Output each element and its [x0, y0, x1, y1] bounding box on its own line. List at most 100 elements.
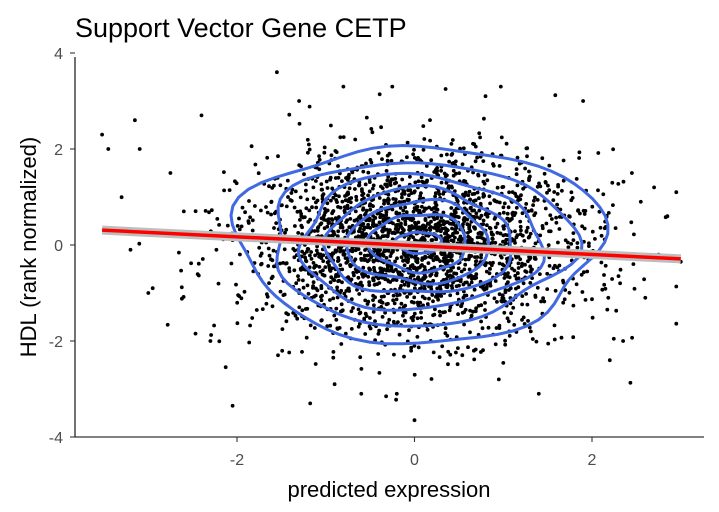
data-point	[322, 273, 327, 278]
data-point	[388, 180, 392, 185]
data-point	[298, 195, 303, 200]
data-point	[237, 216, 241, 221]
data-point	[302, 251, 307, 256]
data-point	[488, 266, 492, 271]
data-point	[269, 212, 273, 217]
data-point	[434, 271, 439, 275]
data-point	[407, 328, 411, 333]
data-point	[455, 198, 459, 202]
data-point	[533, 195, 537, 200]
data-point	[505, 211, 510, 216]
data-point	[526, 319, 530, 323]
data-point	[387, 317, 392, 322]
data-point	[630, 171, 634, 175]
data-point	[308, 401, 313, 406]
data-point	[335, 285, 339, 290]
data-point	[616, 274, 621, 278]
data-point	[503, 241, 508, 246]
data-point	[367, 189, 372, 194]
data-point	[371, 224, 376, 229]
data-point	[500, 299, 505, 304]
data-point	[415, 259, 420, 264]
data-point	[344, 289, 349, 293]
data-point	[309, 257, 314, 261]
data-point	[547, 229, 551, 234]
data-point	[373, 319, 377, 323]
data-point	[332, 278, 337, 283]
data-point	[239, 224, 244, 229]
data-point	[392, 301, 397, 306]
data-point	[448, 352, 453, 357]
data-point	[343, 331, 348, 336]
data-point	[364, 161, 368, 166]
data-point	[394, 391, 399, 396]
data-point	[395, 256, 399, 261]
data-point	[410, 226, 415, 230]
data-point	[414, 268, 419, 272]
data-point	[388, 228, 392, 233]
data-point	[461, 192, 465, 197]
data-point	[324, 218, 329, 223]
data-point	[471, 141, 475, 146]
data-point	[321, 192, 326, 197]
data-point	[307, 142, 311, 147]
data-point	[468, 330, 472, 335]
data-point	[137, 241, 142, 246]
data-point	[493, 240, 498, 245]
data-point	[546, 183, 550, 188]
data-point	[520, 294, 525, 298]
data-point	[368, 326, 373, 331]
data-point	[603, 286, 608, 291]
data-point	[585, 269, 590, 274]
data-point	[296, 278, 301, 282]
data-point	[193, 209, 198, 214]
data-point	[587, 241, 591, 246]
data-point	[223, 365, 228, 370]
data-point	[493, 279, 498, 283]
data-point	[610, 277, 614, 281]
data-point	[300, 350, 304, 354]
data-point	[430, 238, 435, 242]
data-point	[366, 274, 371, 279]
data-point	[523, 262, 527, 267]
data-point	[420, 204, 424, 209]
data-point	[579, 272, 584, 277]
data-point	[501, 224, 506, 229]
data-point	[459, 238, 463, 243]
data-point	[203, 209, 208, 213]
data-point	[357, 292, 362, 296]
data-point	[433, 194, 437, 199]
data-point	[479, 319, 483, 324]
data-point	[462, 310, 466, 314]
data-point	[502, 276, 507, 280]
data-point	[270, 258, 275, 263]
data-point	[229, 261, 234, 266]
data-point	[631, 262, 636, 266]
data-point	[540, 156, 545, 161]
data-point	[510, 266, 514, 271]
data-point	[278, 261, 282, 266]
data-point	[327, 220, 332, 225]
data-point	[271, 248, 276, 253]
data-point	[465, 280, 469, 285]
data-point	[274, 221, 279, 226]
data-point	[490, 236, 495, 241]
data-point	[338, 263, 343, 267]
data-point	[456, 215, 461, 220]
data-point	[334, 248, 339, 253]
data-point	[474, 211, 479, 216]
data-point	[643, 295, 648, 300]
data-point	[590, 229, 595, 234]
data-point	[438, 219, 443, 224]
data-point	[403, 219, 408, 224]
data-point	[267, 281, 271, 285]
data-point	[247, 199, 251, 203]
data-point	[455, 362, 460, 367]
data-point	[394, 211, 399, 216]
data-point	[469, 313, 474, 318]
data-point	[404, 254, 408, 259]
data-point	[256, 171, 261, 176]
data-point	[481, 218, 486, 223]
data-point	[369, 126, 374, 131]
data-point	[365, 259, 370, 264]
